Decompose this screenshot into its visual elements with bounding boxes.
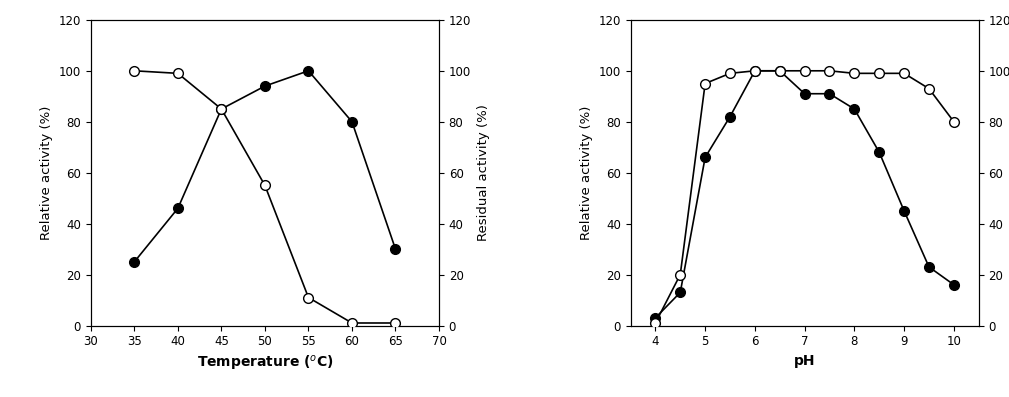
X-axis label: Temperature ($^o$C): Temperature ($^o$C) xyxy=(197,354,333,373)
X-axis label: pH: pH xyxy=(794,354,815,368)
Y-axis label: Relative activity (%): Relative activity (%) xyxy=(580,106,593,240)
Y-axis label: Residual activity (%): Residual activity (%) xyxy=(476,104,489,241)
Y-axis label: Relative activity (%): Relative activity (%) xyxy=(40,106,53,240)
